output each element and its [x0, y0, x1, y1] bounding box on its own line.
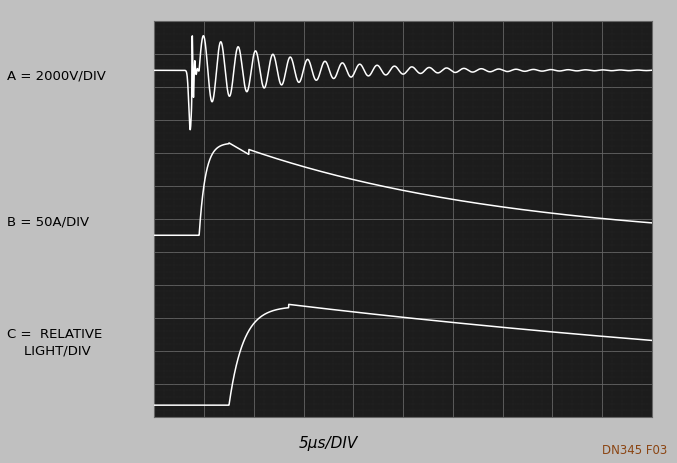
Text: DN345 F03: DN345 F03: [602, 444, 667, 457]
Text: 5μs/DIV: 5μs/DIV: [299, 437, 358, 451]
Text: A = 2000V/DIV: A = 2000V/DIV: [7, 70, 106, 83]
Text: B = 50A/DIV: B = 50A/DIV: [7, 216, 89, 229]
Text: C =  RELATIVE
    LIGHT/DIV: C = RELATIVE LIGHT/DIV: [7, 328, 102, 357]
